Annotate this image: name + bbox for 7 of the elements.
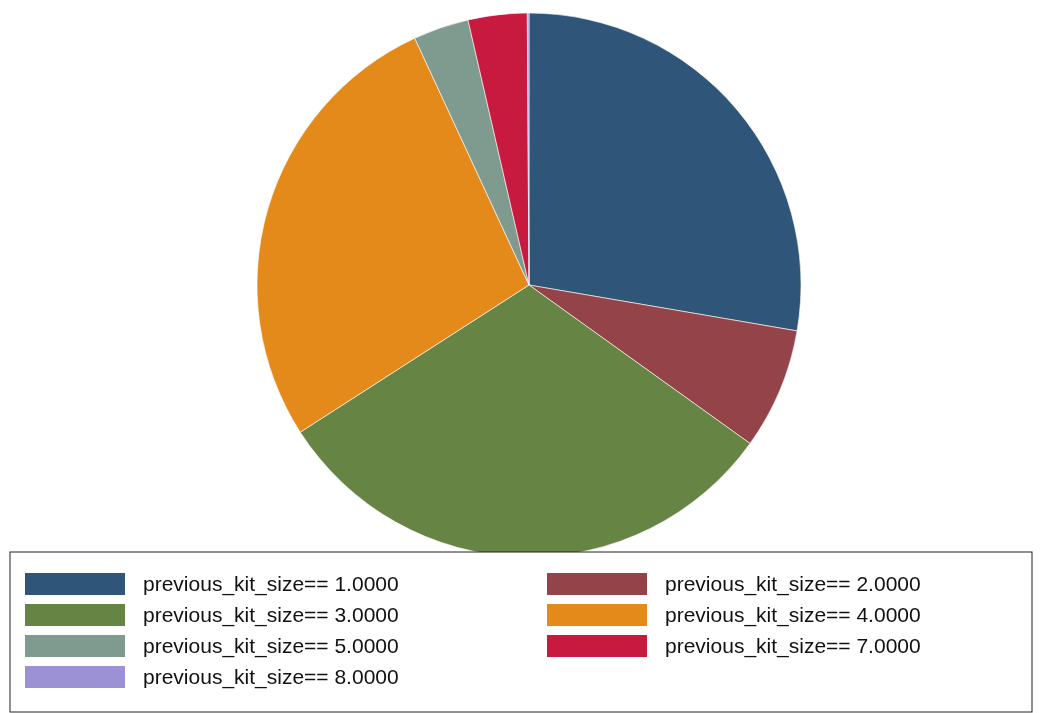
legend-label: previous_kit_size== 4.0000	[665, 603, 921, 627]
legend-label: previous_kit_size== 1.0000	[143, 572, 399, 596]
legend-label: previous_kit_size== 8.0000	[143, 665, 399, 689]
legend-label: previous_kit_size== 7.0000	[665, 634, 921, 658]
legend-label: previous_kit_size== 5.0000	[143, 634, 399, 658]
legend-label: previous_kit_size== 2.0000	[665, 572, 921, 596]
legend-label: previous_kit_size== 3.0000	[143, 603, 399, 627]
